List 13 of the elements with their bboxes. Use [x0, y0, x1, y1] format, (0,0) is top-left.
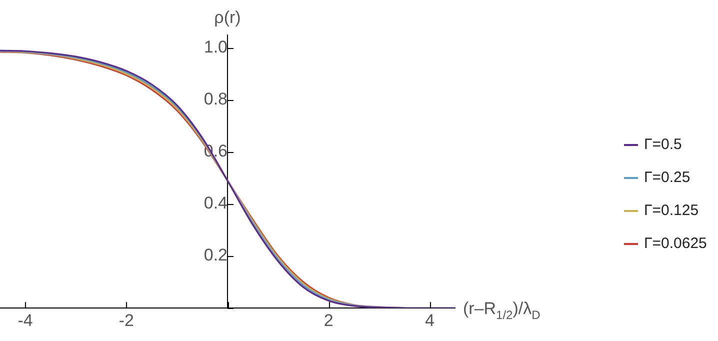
- y-tick-label: 0.4: [204, 194, 228, 213]
- x-tick-label: -4: [18, 310, 33, 330]
- x-tick-label: -2: [118, 310, 134, 330]
- legend-label: Γ=0.5: [644, 136, 682, 153]
- x-tick-label: 2: [324, 310, 334, 330]
- legend-label: Γ=0.25: [644, 169, 690, 186]
- y-tick-label: 1.0: [204, 38, 228, 57]
- y-tick-label: 0.2: [204, 246, 228, 265]
- y-axis-title: ρ(r): [214, 8, 241, 27]
- x-tick-label: 4: [424, 310, 434, 330]
- legend-label: Γ=0.125: [644, 202, 699, 219]
- y-tick-label: 0.8: [204, 90, 228, 109]
- legend-label: Γ=0.0625: [644, 235, 707, 252]
